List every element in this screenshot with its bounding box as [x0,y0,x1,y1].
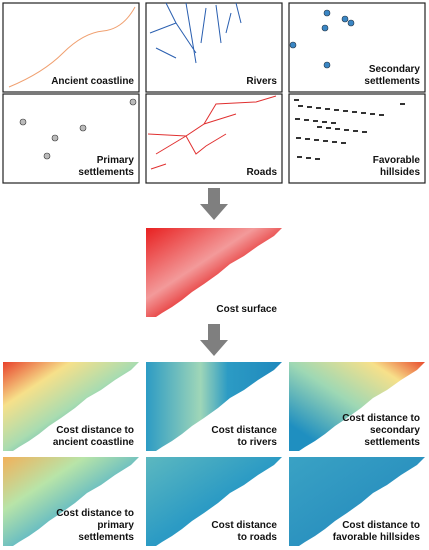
settlement [43,152,51,160]
label: Cost distance [211,520,277,531]
hillside [317,126,322,128]
hillside [352,111,357,113]
label: favorable hillsides [333,532,421,543]
input-panel: Ancient coastline [2,2,140,93]
distance-map [3,362,139,451]
distance-map [146,457,282,546]
panel-frame [2,2,140,93]
hillside [297,156,302,158]
settlement [79,124,87,132]
panel-frame [145,93,283,184]
label: Secondary [369,64,421,75]
settlement [323,9,331,17]
arrow [200,188,228,356]
label: Favorable [373,155,421,166]
hillside [296,137,301,139]
label: hillsides [380,167,420,178]
hillside [295,118,300,120]
distance-map [289,362,425,451]
hillside [304,119,309,121]
input-panel: Rivers [145,2,283,93]
hillside [400,103,405,105]
settlement [51,134,59,142]
label: Cost distance [211,425,277,436]
label: Cost surface [216,304,277,315]
label: Cost distance to [56,508,134,519]
input-panel: Roads [145,93,283,184]
distance-map [146,362,282,451]
settlement [289,41,297,49]
hillside [361,112,366,114]
hillside [341,142,346,144]
label: settlements [364,76,420,87]
settlement [341,15,349,23]
hillside [379,114,384,116]
label: secondary [370,425,420,436]
hillside [335,128,340,130]
label: to rivers [238,437,278,448]
hillside [305,138,310,140]
hillside [323,140,328,142]
hillside [331,122,336,124]
hillside [344,129,349,131]
hillside [294,99,299,101]
hillside [314,139,319,141]
roads [147,95,277,170]
hillside [343,110,348,112]
hillside [370,113,375,115]
label: Cost distance to [342,413,420,424]
label: Rivers [246,76,277,87]
hillside [315,158,320,160]
distance-map [3,457,139,546]
cost-surface: Cost surface [146,228,282,317]
hillside [298,105,303,107]
panel-frame [288,2,426,93]
label: Cost distance to [342,520,420,531]
hillside [306,157,311,159]
panel-frame [288,93,426,184]
hillside [334,109,339,111]
hillside [326,127,331,129]
label: settlements [78,167,134,178]
label: Roads [246,167,277,178]
hillside [353,130,358,132]
settlement [347,19,355,27]
settlement [129,98,137,106]
panel-frame [2,93,140,184]
label: ancient coastline [53,437,135,448]
settlement [19,118,27,126]
label: Cost distance to [56,425,134,436]
rivers [149,2,242,64]
settlement [321,24,329,32]
hillside [322,121,327,123]
label: Primary [97,155,135,166]
hillside [313,120,318,122]
hillside [332,141,337,143]
coastline [8,6,136,88]
label: settlements [364,437,420,448]
hillside [362,131,367,133]
distance-map [289,457,425,546]
hillside [307,106,312,108]
hillside [325,108,330,110]
label: settlements [78,532,134,543]
label: primary [97,520,134,531]
label: to roads [238,532,278,543]
settlement [323,61,331,69]
label: Ancient coastline [51,76,134,87]
hillside [316,107,321,109]
panel-frame [145,2,283,93]
cost-map [146,228,282,317]
